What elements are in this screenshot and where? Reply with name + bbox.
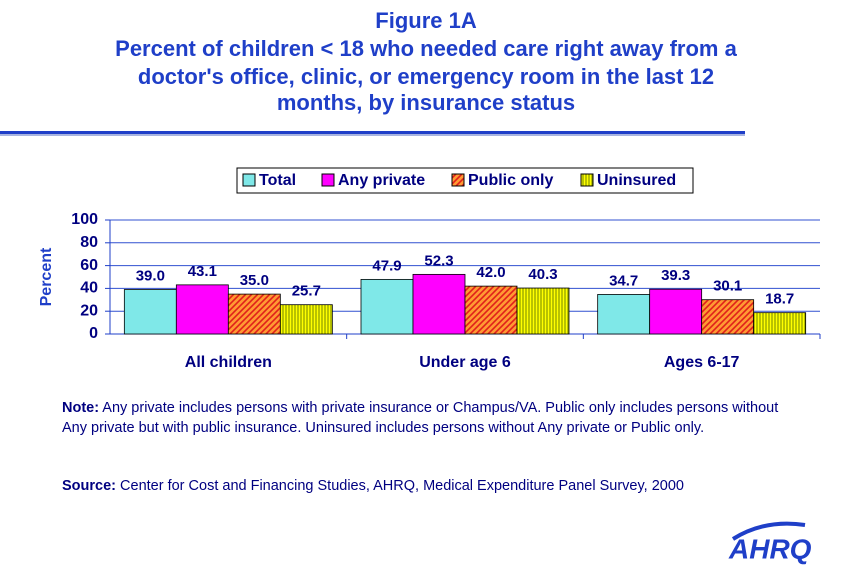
bar [649, 288, 703, 335]
value-label: 42.0 [476, 264, 505, 281]
legend-label: Uninsured [597, 172, 676, 189]
value-label: 34.7 [609, 272, 638, 289]
chart-subtitle: doctor's office, clinic, or emergency ro… [138, 64, 714, 89]
value-label: 40.3 [528, 266, 557, 283]
chart: Figure 1A Percent of children < 18 who n… [0, 8, 821, 371]
note: Note: Any private includes persons with … [62, 398, 787, 438]
value-label: 39.3 [661, 267, 690, 284]
legend-box [236, 167, 694, 194]
value-label: 35.0 [240, 272, 269, 289]
bar [701, 299, 755, 335]
logo: AHRQ [728, 521, 812, 564]
bar [279, 304, 333, 335]
bar [412, 273, 466, 335]
x-tick-label: All children [185, 354, 272, 371]
legend-label: Public only [468, 172, 553, 189]
note-label: Note: [62, 400, 100, 416]
x-tick-label: Ages 6-17 [664, 354, 740, 371]
y-axis-label: Percent [38, 247, 55, 306]
source: Source: Center for Cost and Financing St… [62, 476, 787, 496]
bar [227, 293, 281, 335]
value-label: 52.3 [424, 252, 453, 269]
y-tick-label: 100 [71, 211, 98, 228]
value-label: 43.1 [188, 263, 217, 280]
bar [360, 278, 414, 335]
legend-label: Any private [338, 172, 425, 189]
divider-shadow [0, 134, 745, 136]
value-label: 39.0 [136, 268, 165, 285]
chart-subtitle: months, by insurance status [277, 90, 575, 115]
divider [0, 131, 745, 134]
bar [597, 294, 651, 335]
logo-text: AHRQ [728, 533, 812, 564]
source-label: Source: [62, 478, 116, 494]
logo-swoosh [731, 521, 806, 541]
y-tick-label: 40 [80, 280, 98, 297]
chart-subtitle: Percent of children < 18 who needed care… [115, 36, 737, 61]
bar [123, 289, 177, 335]
bar [516, 287, 570, 335]
bar [175, 284, 229, 335]
chart-title: Figure 1A [375, 8, 477, 33]
bar [464, 285, 518, 335]
y-tick-label: 20 [80, 302, 98, 319]
value-label: 30.1 [713, 278, 742, 295]
y-tick-label: 60 [80, 257, 98, 274]
legend-label: Total [259, 172, 296, 189]
value-label: 25.7 [292, 283, 321, 300]
y-tick-label: 0 [89, 325, 98, 342]
value-label: 47.9 [372, 257, 401, 274]
legend-swatch [321, 173, 335, 187]
value-label: 18.7 [765, 291, 794, 308]
legend-swatch [451, 173, 465, 187]
bar [753, 312, 807, 335]
legend-swatch [580, 173, 594, 187]
x-tick-label: Under age 6 [419, 354, 511, 371]
y-tick-label: 80 [80, 234, 98, 251]
legend-swatch [242, 173, 256, 187]
note-text: Any private includes persons with privat… [62, 400, 779, 436]
source-text: Center for Cost and Financing Studies, A… [120, 478, 684, 494]
